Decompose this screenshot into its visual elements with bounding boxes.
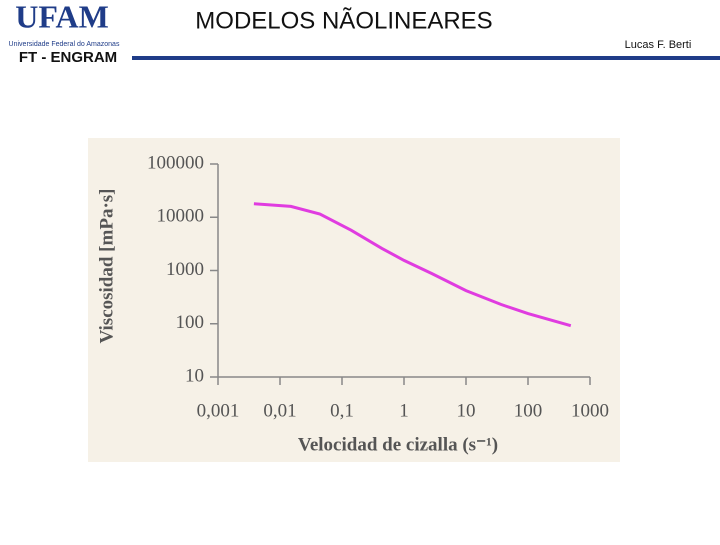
x-tick-label: 1000 [571,400,609,421]
x-tick-label: 100 [514,400,543,421]
chart-background [88,138,620,462]
chart: 10 100 1000 10000 100000 0,001 0,01 0,1 1 10 100 10… [96,152,609,455]
x-tick-label: 0,001 [197,400,240,421]
y-tick-label: 10 [185,365,204,386]
university: Universidade Federal do Amazonas [9,41,120,48]
y-tick-label: 100000 [147,152,204,173]
x-tick-label: 0,1 [330,400,354,421]
data-line [253,202,572,328]
logo: UFAM [15,0,109,34]
y-tick-label: 100 [176,312,205,333]
x-tick-label: 10 [457,400,476,421]
x-axis-label: Velocidad de cizalla (s⁻¹) [298,434,498,455]
author: Lucas F. Berti [625,39,692,51]
y-tick-label: 10000 [157,206,205,227]
y-axis-label: Viscosidad [mPa·s] [96,189,117,344]
x-tick-label: 1 [399,400,409,421]
slide-title: MODELOS NÃOLINEARES [195,7,492,34]
department: FT - ENGRAM [19,49,117,66]
y-tick-label: 1000 [166,259,204,280]
header-bar [132,56,720,60]
x-tick-label: 0,01 [263,400,296,421]
